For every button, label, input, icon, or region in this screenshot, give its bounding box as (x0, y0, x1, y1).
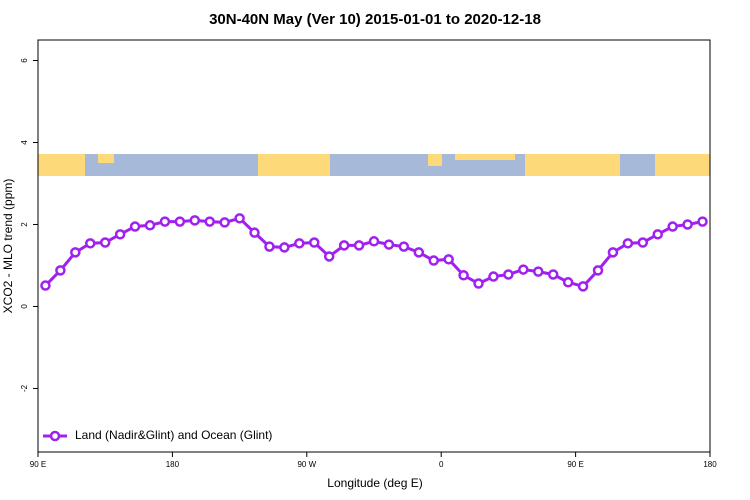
point (488, 271, 499, 282)
point (562, 277, 574, 288)
x-tick-label: 90 E (30, 460, 46, 469)
point (159, 216, 171, 227)
point (129, 221, 141, 232)
legend-marker (49, 430, 61, 442)
point (55, 265, 66, 276)
y-axis-label: XCO2 - MLO trend (ppm) (1, 179, 15, 314)
point (533, 266, 544, 277)
point (398, 241, 410, 252)
point (174, 216, 186, 227)
point (697, 216, 708, 227)
point (40, 280, 51, 291)
y-tick-label: 4 (20, 140, 29, 145)
y-tick-label: 0 (20, 304, 29, 309)
point (279, 242, 290, 253)
x-tick-label: 0 (439, 460, 444, 469)
x-tick-label: 90 W (297, 460, 316, 469)
point (428, 255, 439, 266)
x-tick-label: 180 (703, 460, 717, 469)
point (294, 238, 305, 249)
point (607, 247, 619, 258)
x-axis-label: Longitude (deg E) (327, 476, 422, 490)
point (667, 221, 678, 232)
point (264, 241, 275, 252)
land-ocean-strip (38, 154, 710, 176)
point (234, 213, 245, 224)
plot-frame (37, 39, 711, 453)
point (70, 247, 81, 258)
point (383, 239, 395, 250)
point (622, 238, 634, 249)
point (249, 227, 260, 238)
y-tick-label: 6 (20, 58, 29, 63)
point (682, 219, 693, 230)
y-tick-label: 2 (20, 222, 29, 227)
point (338, 240, 350, 251)
point (473, 278, 484, 289)
point (592, 265, 604, 276)
point (85, 238, 96, 249)
point (577, 281, 589, 292)
point (99, 237, 111, 248)
point (637, 237, 649, 248)
point (547, 269, 559, 280)
point (219, 217, 230, 228)
point (503, 269, 514, 280)
point (144, 220, 156, 231)
point (323, 251, 335, 262)
point (458, 270, 469, 281)
point (413, 247, 425, 258)
point (368, 236, 380, 247)
point (518, 264, 529, 275)
point (204, 216, 215, 227)
point (189, 215, 201, 226)
y-tick-label: -2 (20, 384, 29, 392)
point (443, 254, 454, 265)
point (652, 229, 663, 240)
x-tick-label: 90 E (567, 460, 583, 469)
point (353, 240, 365, 251)
x-tick-label: 180 (166, 460, 180, 469)
chart-title: 30N-40N May (Ver 10) 2015-01-01 to 2020-… (209, 11, 541, 28)
point (309, 237, 320, 248)
series-line (44, 216, 703, 289)
legend-label: Land (Nadir&Glint) and Ocean (Glint) (75, 428, 272, 442)
point (114, 229, 126, 240)
